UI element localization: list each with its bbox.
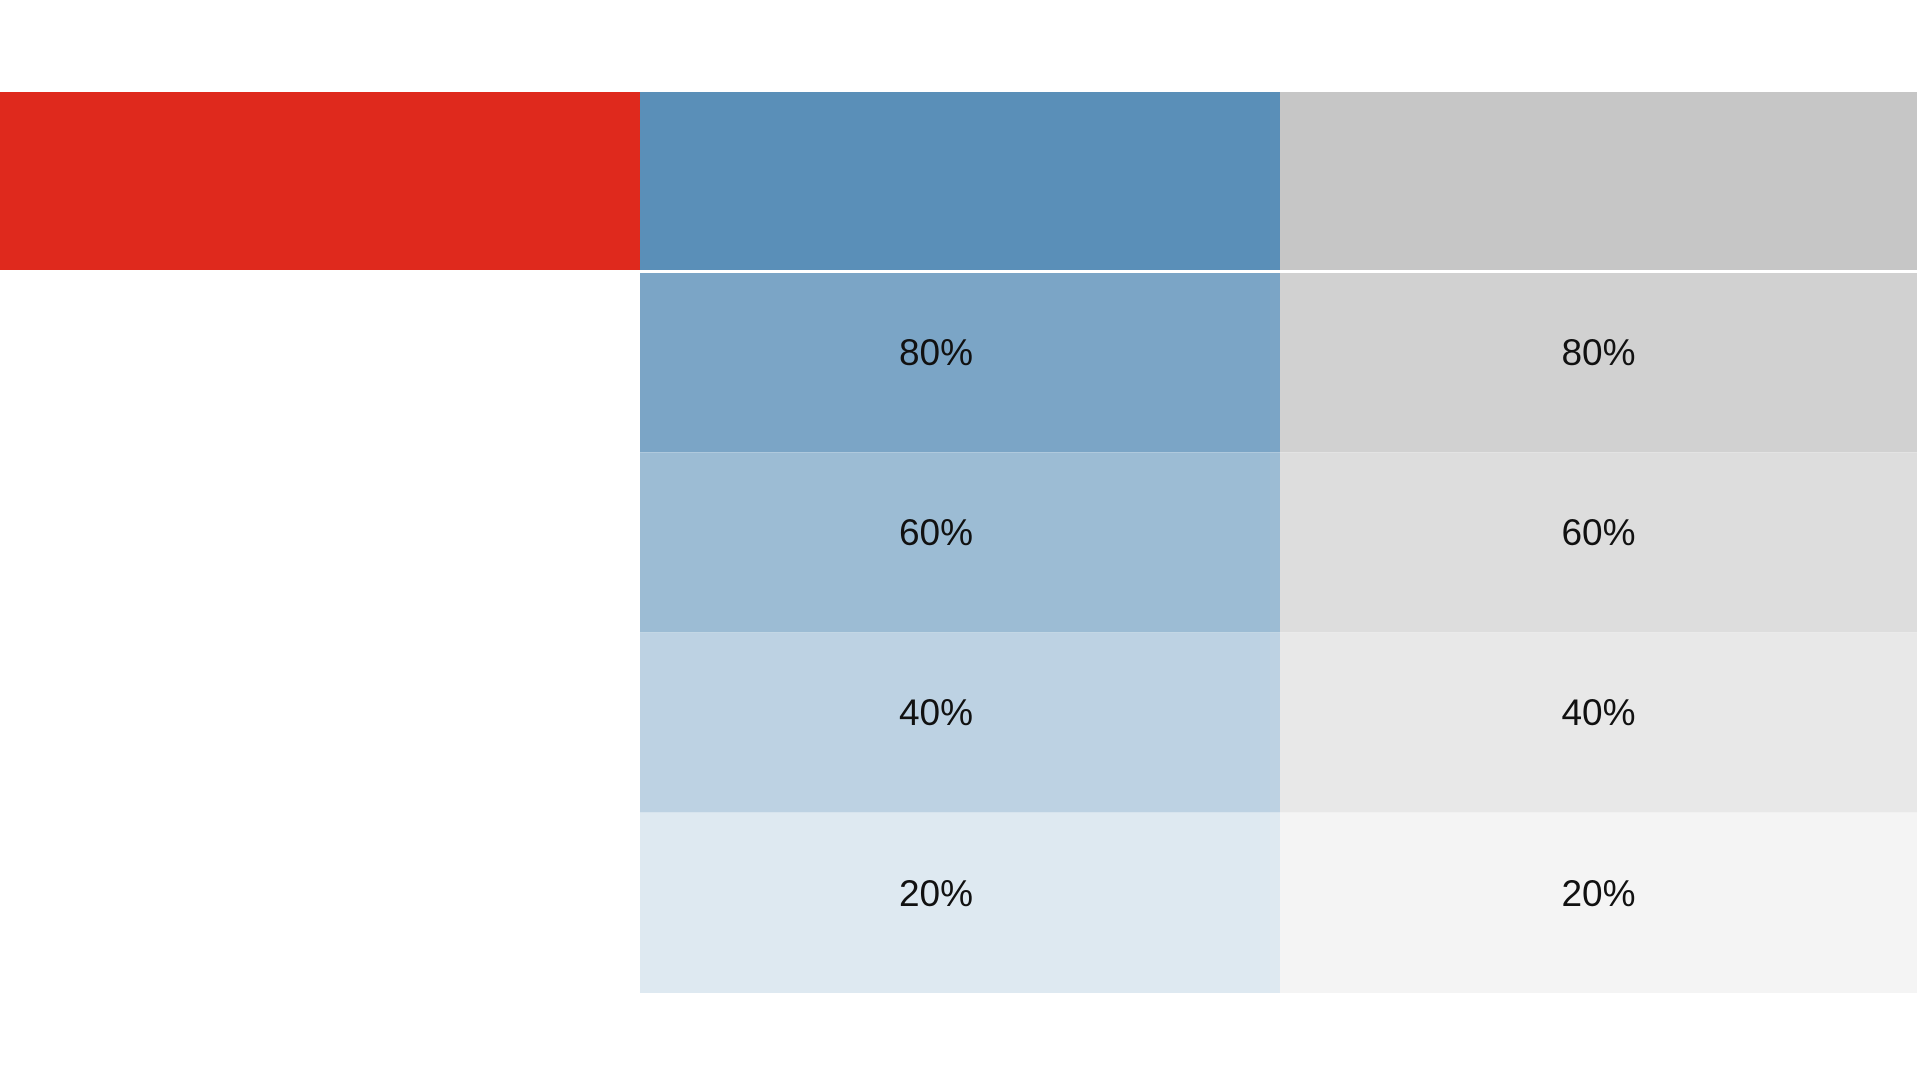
tint-label-gray-80: 80% — [1561, 332, 1636, 373]
tint-label-gray-20: 20% — [1561, 872, 1636, 914]
tint-label-blue-20: 20% — [898, 872, 974, 914]
swatch-gray-60: 60% — [1280, 453, 1917, 633]
swatch-blue-base — [640, 92, 1280, 273]
tint-label-gray-60: 60% — [1561, 512, 1636, 553]
swatch-gray-base — [1280, 92, 1917, 273]
swatch-blue-80: 80% — [640, 273, 1280, 453]
swatch-gray-80: 80% — [1280, 273, 1917, 453]
tint-label-blue-40: 40% — [898, 692, 974, 733]
swatch-gray-20: 20% — [1280, 813, 1917, 993]
column-gray: 80% 60% 40% 20% — [1280, 92, 1917, 993]
swatch-gray-40: 40% — [1280, 633, 1917, 813]
swatch-blue-60: 60% — [640, 453, 1280, 633]
swatch-blue-40: 40% — [640, 633, 1280, 813]
column-blue: 80% 60% 40% 20% — [640, 92, 1280, 993]
swatch-blue-20: 20% — [640, 813, 1280, 993]
color-tint-grid: 80% 60% 40% 20% 80% 60% 40% — [0, 92, 1917, 993]
swatch-red-base — [0, 92, 640, 273]
tint-label-blue-80: 80% — [898, 332, 974, 373]
tint-label-gray-40: 40% — [1561, 692, 1636, 733]
tint-label-blue-60: 60% — [898, 512, 974, 553]
column-red — [0, 92, 640, 993]
